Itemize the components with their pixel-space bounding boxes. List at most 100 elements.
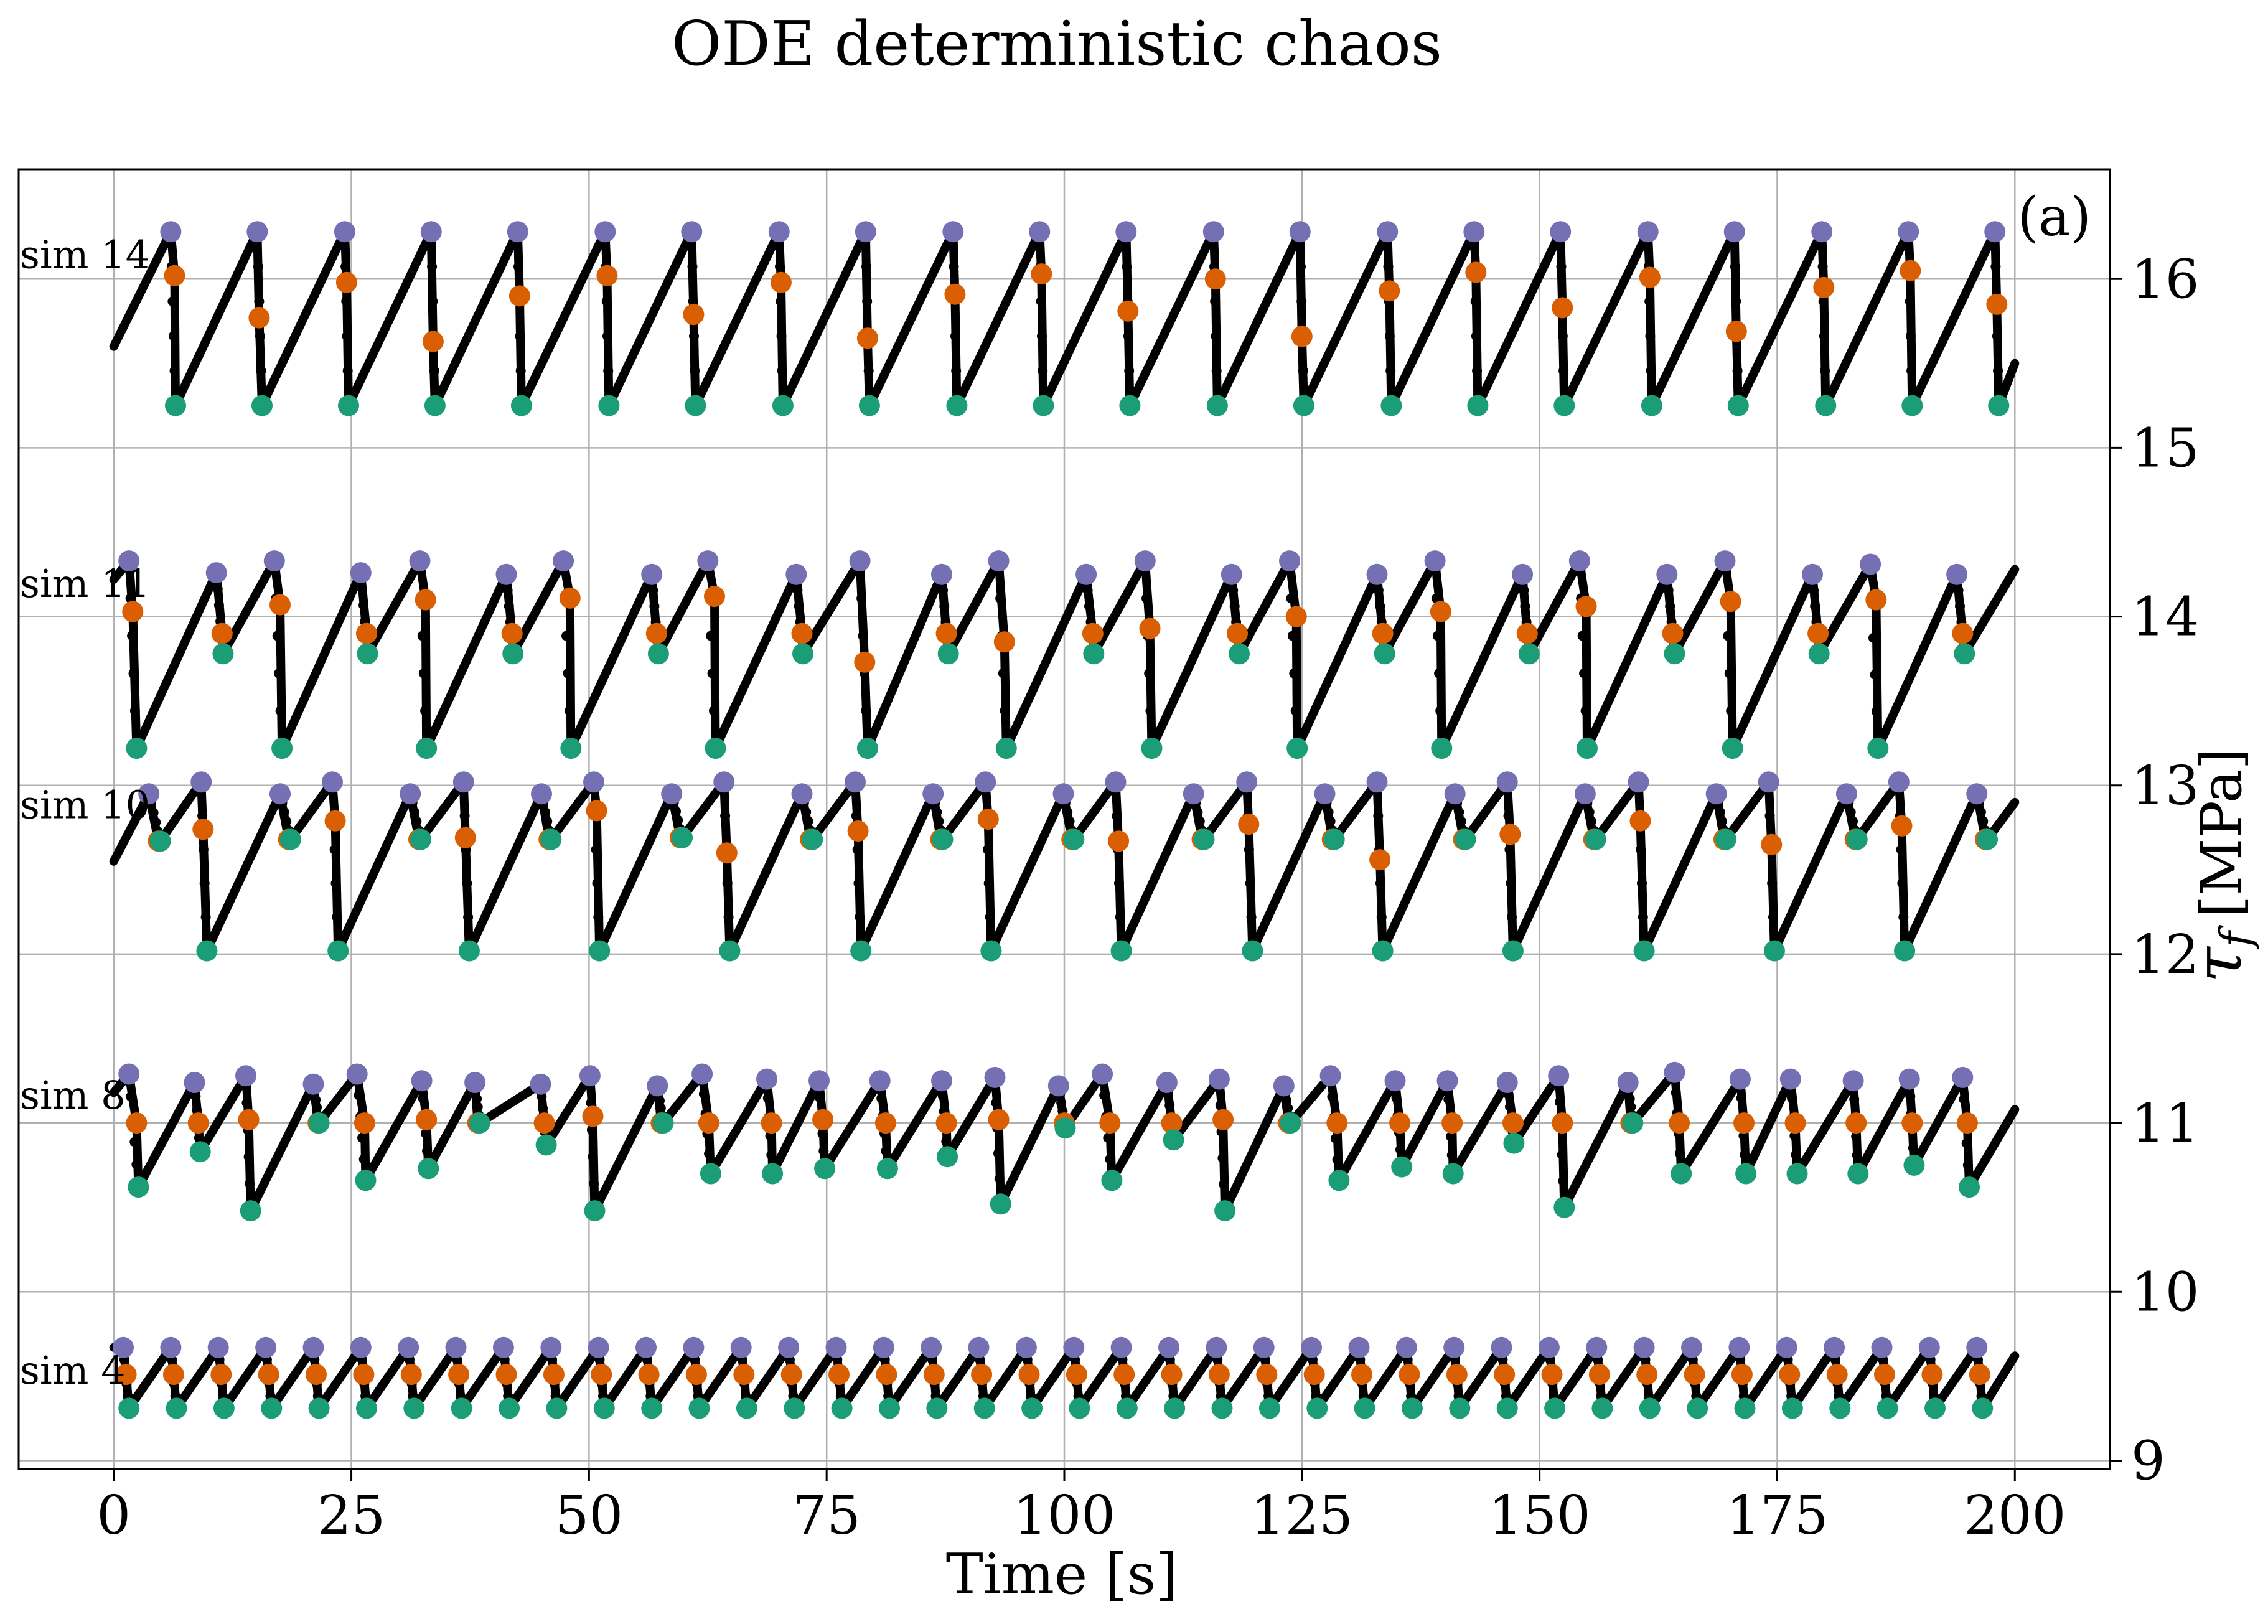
y-tick-label: 15 <box>2131 417 2199 479</box>
mid-point <box>448 1364 470 1386</box>
peak-point <box>942 221 964 243</box>
mid-point <box>1018 1364 1040 1386</box>
drop-dot <box>1809 585 1819 596</box>
drop-dot <box>1082 585 1093 596</box>
trough-point <box>240 1200 261 1222</box>
drop-dot <box>1577 631 1588 641</box>
mid-point <box>1291 326 1313 347</box>
drop-dot <box>1296 261 1306 272</box>
drop-dot <box>1905 331 1916 341</box>
trough-point <box>1229 643 1250 665</box>
trough-point <box>1577 738 1598 759</box>
peak-point <box>1063 1336 1085 1358</box>
mid-point <box>993 631 1015 653</box>
peak-point <box>531 783 552 805</box>
trough-point <box>1687 1397 1708 1419</box>
drop-dot <box>1717 816 1727 827</box>
drop-dot <box>588 1152 598 1162</box>
drop-dot <box>1193 807 1203 817</box>
drop-dot <box>504 601 514 611</box>
peak-point <box>269 783 291 805</box>
mid-point <box>1465 261 1487 283</box>
drop-dot <box>1194 816 1205 827</box>
mid-point <box>935 622 957 644</box>
mid-point <box>645 622 667 644</box>
trough-point <box>641 1397 663 1419</box>
trough-point <box>1354 1397 1375 1419</box>
trough-point <box>1083 643 1105 665</box>
drop-dot <box>1332 1154 1343 1165</box>
trough-point <box>652 1112 674 1134</box>
drop-dot <box>1327 1091 1338 1102</box>
drop-dot <box>991 1097 1001 1108</box>
drop-dot <box>564 705 574 716</box>
trough-point <box>1033 395 1054 416</box>
series-group: sim 8 <box>20 1061 2020 1222</box>
trough-point <box>540 828 562 850</box>
mid-point <box>1669 1112 1690 1134</box>
trough-point <box>1323 828 1345 850</box>
y-tick-label: 9 <box>2131 1430 2165 1492</box>
mid-point <box>1662 622 1684 644</box>
drop-dot <box>199 878 210 888</box>
trough-point <box>546 1397 568 1419</box>
series-label: sim 11 <box>20 561 150 606</box>
mid-point <box>238 1109 260 1130</box>
peak-point <box>1550 221 1572 243</box>
mid-point <box>1161 1112 1183 1134</box>
mid-point <box>1845 1112 1867 1134</box>
trough-point <box>1633 940 1655 962</box>
series-group: sim 14 <box>20 221 2020 416</box>
peak-point <box>118 550 140 572</box>
peak-point <box>1115 221 1137 243</box>
mid-point <box>1725 321 1747 342</box>
peak-point <box>1656 563 1678 585</box>
series-group: sim 10 <box>20 771 2020 962</box>
drop-dot <box>803 816 813 827</box>
trough-point <box>1374 643 1395 665</box>
drop-dot <box>1870 669 1880 680</box>
drop-dot <box>648 585 658 596</box>
trough-point <box>1242 940 1263 962</box>
drop-dot <box>200 912 211 922</box>
drop-dot <box>1141 593 1151 604</box>
peak-point <box>1301 1336 1323 1358</box>
drop-dot <box>129 705 140 716</box>
peak-point <box>1158 1336 1179 1358</box>
drop-dot <box>515 365 526 376</box>
mid-point <box>1238 814 1260 835</box>
drop-dot <box>1112 810 1122 821</box>
trough-point <box>772 395 794 416</box>
peak-point <box>641 563 663 585</box>
drop-dot <box>1556 261 1567 272</box>
mid-point <box>1952 622 1974 644</box>
trough-point <box>831 1397 853 1419</box>
drop-dot <box>1228 585 1239 596</box>
peak-point <box>1586 1336 1608 1358</box>
drop-dot <box>1435 705 1446 716</box>
drop-dot <box>853 878 864 888</box>
trough-point <box>1467 395 1489 416</box>
peak-point <box>579 1065 601 1087</box>
mid-point <box>353 1364 375 1386</box>
drop-dot <box>1122 261 1132 272</box>
drop-dot <box>1290 705 1301 716</box>
y-tick-label: 16 <box>2131 248 2199 311</box>
drop-dot <box>950 331 960 341</box>
trough-point <box>1763 940 1785 962</box>
mid-point <box>1761 833 1783 855</box>
mid-point <box>324 810 346 832</box>
drop-dot <box>1431 593 1441 604</box>
trough-point <box>1306 1397 1328 1419</box>
trough-point <box>1544 1397 1566 1419</box>
trough-point <box>1815 395 1837 416</box>
drop-dot <box>1671 1087 1681 1098</box>
drop-dot <box>1219 1179 1229 1190</box>
mid-point <box>1066 1364 1087 1386</box>
drop-dot <box>1038 365 1048 376</box>
peak-point <box>975 771 996 793</box>
mid-point <box>874 1112 896 1134</box>
trough-point <box>469 1112 490 1134</box>
peak-point <box>1574 783 1596 805</box>
peak-point <box>1898 1068 1920 1090</box>
